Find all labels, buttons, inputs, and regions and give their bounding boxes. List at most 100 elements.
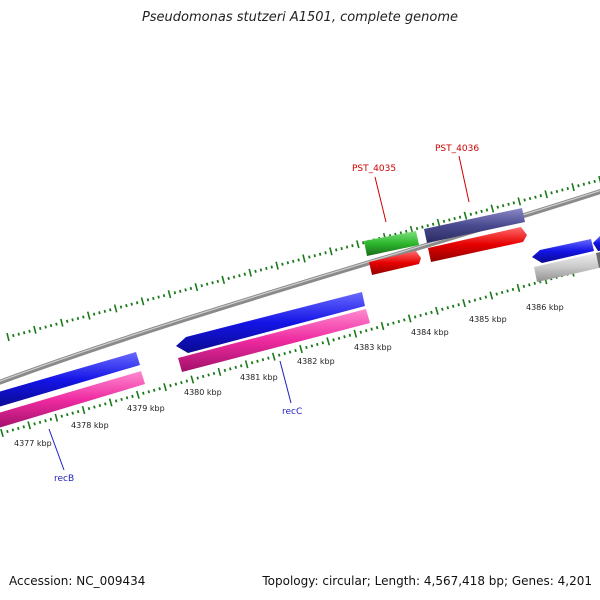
inner-ring-tick (271, 352, 276, 361)
inner-ring-tick (250, 361, 254, 365)
inner-ring-tick (407, 314, 412, 323)
outer-ring-tick (308, 255, 311, 259)
outer-ring-tick (550, 191, 553, 195)
outer-ring-tick (33, 325, 37, 334)
genome-backbone-highlight (0, 189, 600, 382)
inner-ring-tick (528, 283, 531, 287)
recC-gene-track[interactable] (178, 309, 370, 372)
outer-ring-tick (265, 266, 268, 271)
inner-ring-tick (158, 387, 161, 391)
outer-ring-tick (534, 195, 537, 199)
outer-ring-tick (415, 226, 419, 231)
inner-ring-tick (392, 321, 395, 325)
inner-ring-tick (403, 318, 406, 322)
inner-ring-tick (495, 292, 498, 296)
inner-ring-tick (267, 356, 270, 360)
outer-ring-tick (405, 229, 408, 233)
inner-ring-tick (201, 374, 205, 379)
outer-ring-tick (98, 311, 101, 315)
outer-ring-tick (243, 272, 247, 276)
tick-labels: 4377 kbp 4378 kbp 4379 kbp 4380 kbp 4381… (14, 303, 564, 448)
inner-ring-tick (506, 289, 509, 293)
inner-ring-tick (207, 373, 210, 377)
recC-cds-forward[interactable] (176, 292, 365, 353)
gene-label-recC[interactable]: recC (282, 407, 302, 417)
outer-ring-tick (431, 222, 435, 226)
inner-ring-tick (451, 304, 455, 308)
inner-ring-tick (441, 307, 444, 311)
outer-ring-tick (194, 282, 199, 292)
inner-ring-tick (397, 319, 401, 324)
inner-ring-tick (44, 419, 47, 423)
PST_4036-feature-red[interactable] (428, 227, 527, 262)
right-gray-feature[interactable] (534, 253, 599, 282)
recB-gene-track[interactable] (0, 371, 145, 429)
genome-backbone (0, 188, 600, 385)
right-gray-feature-2[interactable] (596, 251, 600, 268)
inner-ring-tick (120, 397, 123, 401)
gene-label-PST_4035[interactable]: PST_4035 (352, 164, 396, 174)
inner-ring-tick (278, 353, 281, 357)
inner-ring-tick (375, 326, 379, 330)
outer-ring-tick (211, 281, 214, 285)
outer-ring-tick (254, 269, 257, 273)
PST_4035-feature-green[interactable] (364, 231, 419, 256)
outer-ring-tick (469, 212, 473, 216)
inner-ring-tick (516, 283, 521, 293)
inner-ring-tick (163, 383, 167, 392)
recB-leader-line (48, 428, 65, 471)
outer-ring-tick (523, 198, 526, 202)
page-title: Pseudomonas stutzeri A1501, complete gen… (141, 10, 459, 25)
inner-ring-tick (462, 299, 466, 308)
inner-ring-tick (93, 405, 96, 409)
inner-ring-tick (104, 402, 107, 406)
outer-ring-tick (501, 204, 505, 208)
inner-ring-tick (261, 358, 265, 362)
inner-ring-tick (152, 388, 156, 392)
inner-ring-tick (511, 287, 515, 292)
gene-label-recB[interactable]: recB (54, 474, 74, 484)
outer-ring-tick (361, 241, 365, 245)
inner-ring-tick (169, 384, 172, 388)
inner-ring-tick (54, 413, 59, 422)
outer-ring-tick (113, 304, 118, 313)
outer-ring-tick (313, 254, 316, 258)
outer-ring-tick (238, 274, 241, 278)
inner-ring-tick (473, 298, 477, 302)
outer-ring-tick (555, 189, 559, 194)
outer-ring-tick (485, 208, 489, 212)
inner-ring-tick (332, 338, 335, 342)
inner-ring-tick (125, 396, 129, 400)
outer-ring-tick (399, 231, 403, 235)
inner-ring-tick (38, 420, 42, 424)
tick-label-4381: 4381 kbp (240, 373, 278, 382)
inner-ring-tick (76, 410, 80, 414)
right-cds-forward[interactable] (532, 239, 594, 263)
tick-label-4383: 4383 kbp (354, 343, 392, 352)
PST_4035-feature-red[interactable] (369, 251, 421, 275)
inner-ring-tick (468, 300, 471, 304)
inner-ring-tick (17, 426, 20, 431)
outer-ring-tick (458, 215, 462, 219)
gene-label-PST_4036[interactable]: PST_4036 (435, 144, 479, 154)
outer-ring-tick (227, 276, 230, 281)
outer-ring-tick (507, 202, 510, 206)
inner-ring-tick (500, 290, 504, 295)
inner-ring-tick (229, 367, 232, 371)
outer-ring-tick (436, 218, 441, 227)
outer-ring-tick (125, 303, 128, 308)
genome-summary-text: Topology: circular; Length: 4,567,418 bp… (262, 574, 592, 588)
recB-cds-forward[interactable] (0, 352, 140, 408)
inner-ring-tick (33, 422, 36, 426)
inner-ring-tick (217, 367, 222, 377)
PST_4036-feature-purple[interactable] (424, 208, 525, 243)
inner-ring-tick (196, 376, 199, 380)
right-cds-forward-2[interactable] (593, 235, 600, 251)
inner-ring-tick (212, 371, 216, 376)
tick-label-4382: 4382 kbp (297, 357, 335, 366)
outer-ring-tick (582, 182, 586, 186)
outer-ring-tick (39, 326, 42, 331)
tick-label-4385: 4385 kbp (469, 315, 507, 324)
outer-ring-tick (270, 265, 273, 269)
